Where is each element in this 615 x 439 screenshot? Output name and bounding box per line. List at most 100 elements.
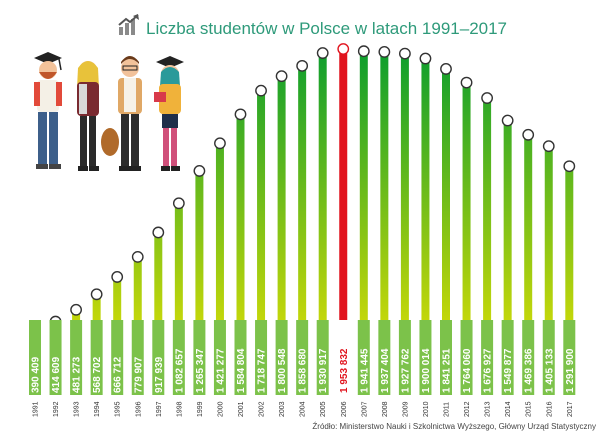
bar-point-1999 xyxy=(193,165,206,177)
bar-1999 xyxy=(195,170,204,395)
value-label-bg-2011 xyxy=(440,320,452,395)
value-label-bg-2007 xyxy=(357,320,370,395)
value-label-1992: 414 609 xyxy=(51,356,62,393)
bar-point-2010 xyxy=(419,52,432,65)
value-label-2014: 1 549 877 xyxy=(503,348,514,393)
value-label-bg-1998 xyxy=(172,320,185,395)
bar-point-2016 xyxy=(542,140,555,153)
year-label-2017: 2017 xyxy=(567,401,574,417)
year-label-2004: 2004 xyxy=(300,401,307,417)
bar-2013 xyxy=(483,98,492,395)
bar-point-2000 xyxy=(214,137,226,150)
value-label-bg-2000 xyxy=(213,320,226,395)
value-label-2012: 1 764 060 xyxy=(462,348,473,393)
year-label-2006: 2006 xyxy=(341,401,348,417)
bar-2011 xyxy=(442,68,450,395)
bar-point-1995 xyxy=(111,271,124,283)
value-label-2005: 1 930 917 xyxy=(318,348,329,393)
bar-2002 xyxy=(257,90,266,395)
value-label-bg-1999 xyxy=(193,320,206,395)
bar-point-2011 xyxy=(440,63,452,75)
value-label-bg-2002 xyxy=(255,320,268,395)
value-label-1996: 779 907 xyxy=(133,356,144,393)
value-label-bg-1994 xyxy=(90,320,103,395)
value-label-2015: 1 469 386 xyxy=(524,348,535,393)
bar-2001 xyxy=(236,114,245,395)
value-label-bg-2014 xyxy=(501,320,514,395)
bar-2007 xyxy=(359,51,368,395)
bar-point-2014 xyxy=(501,114,514,127)
value-label-2010: 1 900 014 xyxy=(421,348,432,393)
bar-point-2007 xyxy=(357,45,370,58)
bar-point-2013 xyxy=(481,92,493,104)
year-label-1997: 1997 xyxy=(156,401,163,417)
source-note: Źródło: Ministerstwo Nauki i Szkolnictwa… xyxy=(312,422,596,431)
year-label-2002: 2002 xyxy=(259,401,266,417)
value-label-1994: 568 702 xyxy=(92,356,103,393)
bar-point-1993 xyxy=(70,303,83,316)
value-label-bg-1991 xyxy=(29,320,41,395)
value-label-1998: 1 082 657 xyxy=(174,348,185,393)
bar-point-1997 xyxy=(152,226,165,239)
chart-title: Liczba studentów w Polsce w latach 1991–… xyxy=(146,19,507,38)
year-label-2008: 2008 xyxy=(382,401,389,417)
year-label-1992: 1992 xyxy=(53,401,60,417)
year-label-2007: 2007 xyxy=(361,401,368,417)
value-label-2006: 1 953 832 xyxy=(339,348,350,393)
bar-point-2001 xyxy=(234,108,247,121)
value-label-1991: 390 409 xyxy=(31,356,42,393)
bar-point-2012 xyxy=(460,76,473,89)
year-label-2014: 2014 xyxy=(505,401,512,417)
chart-growth-icon xyxy=(118,14,139,35)
bar-point-2006 xyxy=(337,43,350,55)
value-label-2009: 1 927 762 xyxy=(400,348,411,393)
bar-point-1998 xyxy=(172,197,185,210)
year-label-1991: 1991 xyxy=(33,401,40,417)
bar-2008 xyxy=(380,51,389,395)
year-label-1993: 1993 xyxy=(74,401,81,417)
value-label-bg-1993 xyxy=(70,320,83,395)
value-label-2011: 1 841 251 xyxy=(442,348,453,393)
year-label-1998: 1998 xyxy=(176,401,183,417)
value-label-2016: 1 405 133 xyxy=(544,348,555,393)
bar-2009 xyxy=(400,53,409,396)
value-label-2004: 1 858 680 xyxy=(298,348,309,393)
value-label-bg-1997 xyxy=(152,320,165,395)
year-label-1994: 1994 xyxy=(94,401,101,417)
bar-point-2015 xyxy=(522,128,535,141)
value-label-bg-2013 xyxy=(481,320,494,395)
value-label-bg-2004 xyxy=(296,320,309,395)
bar-2017 xyxy=(565,166,574,395)
bar-2000 xyxy=(215,143,224,395)
year-label-2003: 2003 xyxy=(279,401,286,417)
year-label-2011: 2011 xyxy=(444,402,451,417)
value-label-bg-2006 xyxy=(337,320,350,395)
bar-2015 xyxy=(524,134,533,395)
bar-1997 xyxy=(154,232,163,395)
value-label-bg-2012 xyxy=(460,320,473,395)
bar-2012 xyxy=(462,82,471,395)
value-label-2007: 1 941 445 xyxy=(359,348,370,393)
value-label-bg-2010 xyxy=(419,320,432,395)
value-label-bg-1996 xyxy=(131,320,144,395)
value-label-2003: 1 800 548 xyxy=(277,348,288,393)
value-label-2008: 1 937 404 xyxy=(380,348,391,393)
value-label-bg-1995 xyxy=(111,320,124,395)
bar-point-2017 xyxy=(563,160,576,173)
bar-point-2005 xyxy=(316,47,329,59)
bar-2016 xyxy=(544,146,553,395)
bar-point-2002 xyxy=(255,84,267,97)
value-label-1993: 481 273 xyxy=(72,356,83,393)
bar-point-2008 xyxy=(378,46,391,58)
value-label-bg-2008 xyxy=(378,320,391,395)
year-label-2013: 2013 xyxy=(485,401,492,417)
bar-point-1994 xyxy=(90,288,103,301)
bar-2005 xyxy=(318,53,327,395)
year-label-2015: 2015 xyxy=(526,401,533,417)
bar-1998 xyxy=(174,203,183,395)
value-label-bg-2005 xyxy=(316,320,329,395)
bar-2006 xyxy=(339,49,348,395)
value-label-bg-2003 xyxy=(275,320,288,395)
year-label-1995: 1995 xyxy=(115,401,122,417)
